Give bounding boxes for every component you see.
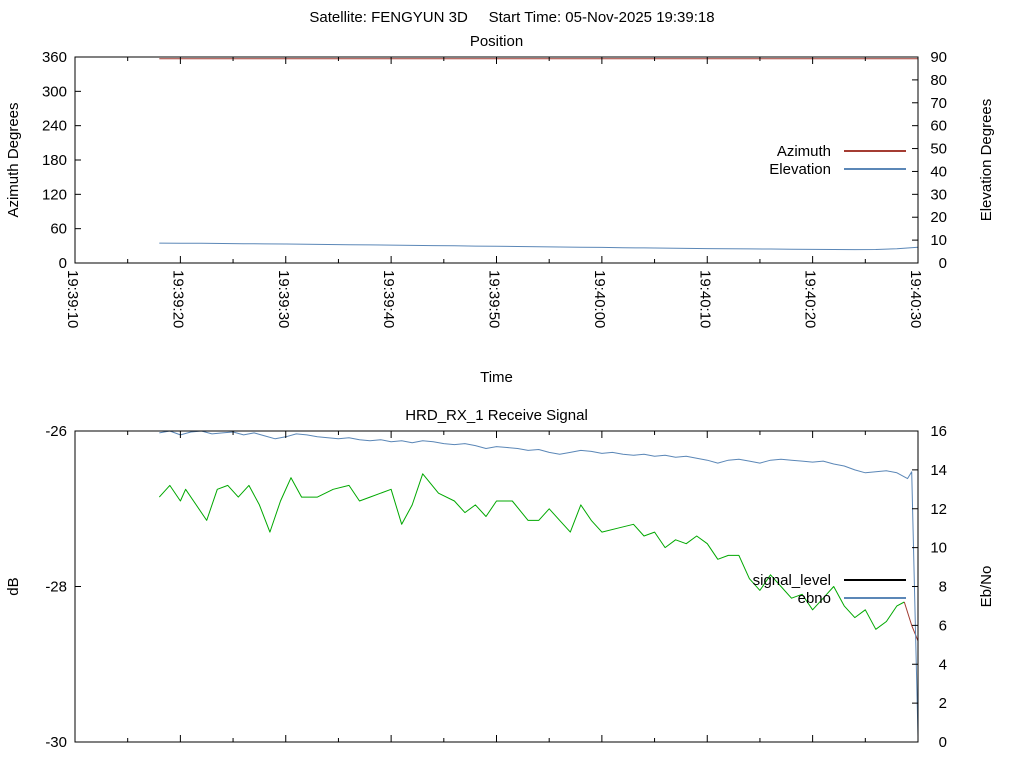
y-right-tick-label: 6	[939, 617, 947, 634]
x-tick-label: 19:40:00	[591, 270, 608, 328]
legend-label-azimuth: Azimuth	[776, 142, 831, 160]
page-title: Satellite: FENGYUN 3D Start Time: 05-Nov…	[309, 9, 715, 26]
series-line-ebno	[159, 430, 919, 737]
y-left-tick-label: 180	[42, 152, 67, 169]
y-right-tick-label: 80	[930, 72, 947, 89]
y-axis-label-right: Elevation Degrees	[978, 99, 995, 222]
y-left-tick-label: 300	[42, 83, 67, 100]
legend-row-elevation: Elevation	[648, 160, 906, 178]
y-axis-label-left: dB	[5, 577, 22, 595]
y-left-tick-label: -26	[45, 423, 67, 440]
legend-row-signal-level: signal_level	[648, 571, 906, 589]
legend-label-elevation: Elevation	[769, 160, 831, 178]
x-tick-label: 19:39:50	[486, 270, 503, 328]
y-right-tick-label: 30	[930, 186, 947, 203]
y-axis-label-left: Azimuth Degrees	[5, 102, 22, 217]
legend-line-azimuth-icon	[844, 150, 906, 152]
x-tick-label: 19:39:20	[169, 270, 186, 328]
y-right-tick-label: 12	[930, 501, 947, 518]
x-tick-label: 19:40:20	[802, 270, 819, 328]
x-tick-label: 19:40:10	[696, 270, 713, 328]
y-right-tick-label: 40	[930, 163, 947, 180]
x-tick-label: 19:39:40	[380, 270, 397, 328]
y-right-tick-label: 0	[939, 255, 947, 272]
legend-label-ebno: ebno	[797, 589, 831, 607]
y-right-tick-label: 70	[930, 95, 947, 112]
y-left-tick-label: 0	[59, 255, 67, 272]
y-right-tick-label: 16	[930, 423, 947, 440]
time-axis-label: Time	[480, 369, 513, 386]
y-right-tick-label: 10	[930, 540, 947, 557]
y-left-tick-label: -28	[45, 579, 67, 596]
y-left-tick-label: -30	[45, 734, 67, 751]
legend-label-signal-level: signal_level	[752, 571, 831, 589]
series-line-signal_level	[158, 473, 905, 630]
x-tick-label: 19:40:30	[907, 270, 924, 328]
y-right-tick-label: 50	[930, 141, 947, 158]
receive-signal-chart-title: HRD_RX_1 Receive Signal	[405, 407, 588, 424]
x-tick-label: 19:39:10	[64, 270, 81, 328]
y-right-tick-label: 90	[930, 49, 947, 66]
y-right-tick-label: 4	[939, 656, 947, 673]
y-left-tick-label: 240	[42, 118, 67, 135]
y-left-tick-label: 120	[42, 186, 67, 203]
y-right-tick-label: 10	[930, 232, 947, 249]
legend-line-elevation-icon	[844, 168, 906, 170]
y-right-tick-label: 60	[930, 118, 947, 135]
y-axis-label-right: Eb/No	[978, 566, 995, 608]
legend-line-signal-level-icon	[844, 579, 906, 581]
y-right-tick-label: 14	[930, 462, 947, 479]
y-right-tick-label: 20	[930, 209, 947, 226]
x-tick-label: 19:39:30	[275, 270, 292, 328]
legend-row-azimuth: Azimuth	[648, 142, 906, 160]
y-right-tick-label: 2	[939, 695, 947, 712]
legend-row-ebno: ebno	[648, 589, 906, 607]
position-chart-title: Position	[469, 33, 524, 50]
series-line-elevation	[159, 242, 919, 251]
y-left-tick-label: 60	[50, 221, 67, 238]
y-left-tick-label: 360	[42, 49, 67, 66]
y-right-tick-label: 8	[939, 579, 947, 596]
legend-line-ebno-icon	[844, 597, 906, 599]
y-right-tick-label: 0	[939, 734, 947, 751]
